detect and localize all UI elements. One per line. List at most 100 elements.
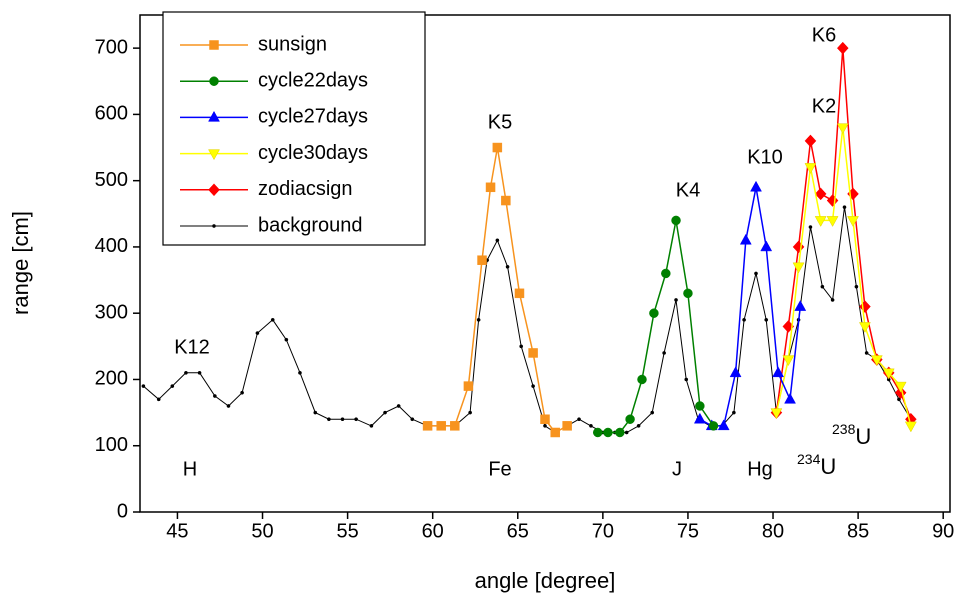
marker	[514, 288, 525, 299]
marker	[650, 410, 655, 415]
marker	[209, 76, 219, 86]
marker	[208, 149, 220, 161]
annotation: 238U	[832, 421, 871, 449]
marker	[732, 410, 736, 415]
marker	[814, 216, 827, 227]
marker	[615, 427, 625, 438]
marker	[184, 370, 188, 375]
marker	[804, 163, 817, 174]
marker	[826, 194, 839, 207]
marker	[772, 366, 785, 378]
marker	[468, 410, 472, 415]
annotation: Fe	[488, 458, 511, 480]
marker	[836, 123, 849, 135]
marker	[717, 419, 730, 431]
marker	[212, 224, 216, 228]
x-tick-label: 60	[422, 520, 444, 542]
x-tick-label: 75	[677, 520, 699, 542]
annotation: 234U	[797, 451, 836, 479]
x-tick-label: 50	[251, 520, 273, 542]
marker	[814, 187, 827, 201]
marker	[476, 317, 481, 322]
x-tick-label: 65	[507, 520, 529, 542]
marker	[870, 355, 883, 367]
series-line	[775, 48, 912, 420]
marker	[674, 298, 678, 302]
legend-box	[162, 11, 426, 246]
marker	[882, 368, 895, 380]
annotation: K5	[488, 111, 512, 133]
marker	[842, 205, 847, 210]
marker	[624, 430, 629, 435]
marker	[782, 355, 795, 367]
marker	[485, 182, 496, 193]
marker	[671, 215, 681, 226]
marker	[141, 384, 146, 388]
marker	[422, 421, 433, 431]
marker	[240, 390, 244, 395]
marker	[760, 240, 773, 252]
marker	[255, 331, 260, 335]
marker	[369, 424, 374, 428]
marker	[531, 384, 535, 388]
marker	[213, 394, 217, 398]
x-tick-label: 90	[932, 520, 954, 542]
y-tick-label: 200	[95, 368, 128, 390]
legend-label: zodiacsign	[258, 178, 353, 200]
marker	[683, 288, 693, 299]
y-tick-label: 300	[95, 301, 128, 323]
plot-frame	[139, 14, 951, 513]
isotope-mass: 238	[832, 421, 856, 437]
y-tick-label: 500	[95, 169, 128, 191]
y-tick-label: 400	[95, 235, 128, 257]
isotope-symbol: U	[820, 454, 836, 479]
marker	[804, 134, 817, 148]
marker	[543, 424, 547, 428]
marker	[528, 348, 538, 358]
marker	[792, 262, 805, 274]
marker	[208, 183, 220, 197]
marker	[501, 195, 511, 206]
marker	[764, 317, 769, 322]
x-tick-label: 70	[592, 520, 614, 542]
marker	[313, 410, 318, 415]
marker	[562, 421, 572, 431]
marker	[450, 421, 460, 431]
marker	[327, 417, 331, 422]
marker	[693, 412, 706, 424]
marker	[708, 421, 719, 431]
series-line	[775, 127, 912, 427]
annotation: K10	[747, 146, 783, 168]
annotation: K2	[812, 95, 836, 117]
x-axis-label: angle [degree]	[475, 568, 616, 593]
marker	[519, 344, 524, 349]
y-tick-label: 0	[117, 500, 128, 522]
marker	[340, 417, 345, 422]
marker	[830, 298, 835, 302]
marker	[729, 366, 742, 378]
marker	[298, 370, 302, 375]
isotope-mass: 234	[797, 451, 821, 467]
marker	[750, 180, 762, 192]
x-tick-label: 85	[847, 520, 869, 542]
marker	[603, 427, 613, 438]
y-tick-label: 700	[95, 36, 128, 58]
marker	[784, 392, 796, 404]
marker	[410, 417, 415, 422]
x-tick-label: 80	[762, 520, 784, 542]
marker	[209, 40, 219, 50]
marker	[383, 410, 387, 415]
marker	[904, 421, 917, 433]
marker	[739, 233, 752, 245]
marker	[792, 240, 805, 254]
marker	[540, 414, 550, 424]
series-line	[699, 187, 802, 427]
marker	[208, 110, 220, 122]
marker	[156, 397, 161, 402]
annotation: Hg	[747, 458, 773, 480]
marker	[854, 284, 859, 289]
marker	[695, 401, 705, 411]
marker	[858, 322, 871, 333]
marker	[836, 41, 849, 55]
